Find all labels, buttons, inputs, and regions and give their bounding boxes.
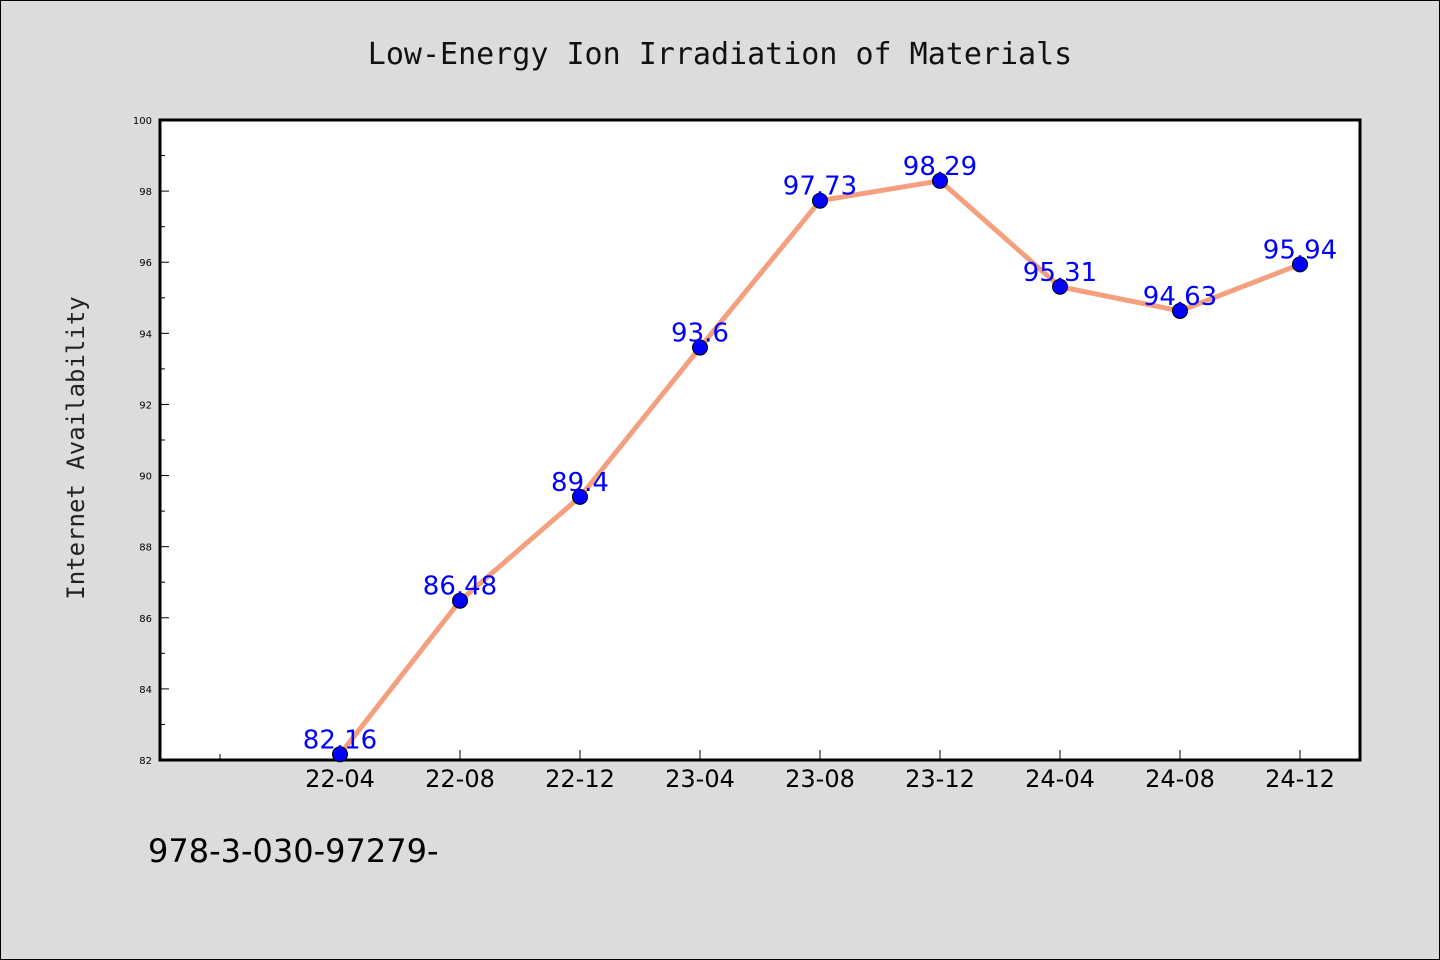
x-tick-label: 24-12 — [1265, 765, 1335, 793]
data-labels: 82.16 86.48 89.4 93.6 97.73 98.29 95.31 94.63 95… — [303, 152, 1337, 756]
x-tick-label: 24-04 — [1025, 765, 1095, 793]
y-tick-label: 90 — [139, 472, 152, 483]
y-tick-label: 82 — [139, 756, 152, 767]
x-tick-label: 23-12 — [905, 765, 975, 793]
data-label: 98.29 — [903, 152, 977, 182]
series-group — [332, 172, 1308, 763]
data-label: 97.73 — [783, 172, 857, 202]
data-point — [932, 172, 948, 189]
y-tick-label: 88 — [139, 543, 152, 554]
data-label: 95.94 — [1263, 235, 1337, 265]
y-tick-label: 96 — [139, 258, 152, 269]
x-tick-label: 24-08 — [1145, 765, 1215, 793]
data-label: 94.63 — [1143, 282, 1217, 312]
data-label: 86.48 — [423, 572, 497, 602]
y-tick-label: 92 — [139, 400, 152, 411]
data-point — [1292, 256, 1308, 273]
data-point — [332, 746, 348, 763]
chart-title: Low-Energy Ion Irradiation of Materials — [368, 37, 1072, 72]
data-label: 82.16 — [303, 725, 377, 755]
x-tick-label: 23-08 — [785, 765, 855, 793]
caption-text: 978-3-030-97279- — [148, 832, 439, 870]
y-tick-label: 84 — [139, 685, 152, 696]
data-point — [572, 488, 588, 505]
x-tick-label: 22-04 — [305, 765, 375, 793]
data-point — [812, 192, 828, 209]
plot-area — [158, 118, 1362, 762]
data-point — [692, 339, 708, 356]
data-point — [452, 592, 468, 609]
data-label: 93.6 — [671, 319, 729, 349]
data-point — [1172, 302, 1188, 319]
y-axis: 82 84 86 88 90 92 94 96 98 100 — [133, 116, 169, 767]
x-tick-label: 22-12 — [545, 765, 615, 793]
x-tick-label: 23-04 — [665, 765, 735, 793]
x-tick-label: 22-08 — [425, 765, 495, 793]
data-point — [1052, 278, 1068, 295]
y-axis-label: Internet Availability — [62, 296, 90, 599]
y-tick-label: 86 — [139, 614, 152, 625]
y-tick-label: 98 — [139, 187, 152, 198]
data-label: 95.31 — [1023, 258, 1097, 288]
y-tick-label: 94 — [139, 329, 152, 340]
data-label: 89.4 — [551, 468, 609, 498]
x-axis: 22-04 22-08 22-12 23-04 23-08 23-12 24-04 24-08… — [219, 750, 1335, 793]
y-tick-label: 100 — [133, 116, 152, 127]
